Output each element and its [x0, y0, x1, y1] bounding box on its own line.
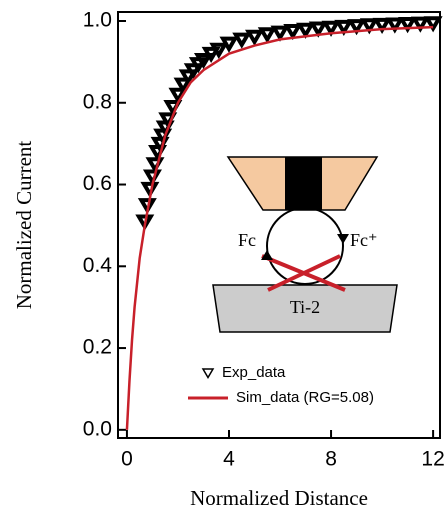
exp-marker — [308, 21, 328, 38]
arrow-head — [261, 250, 273, 260]
exp-marker — [209, 42, 229, 59]
exp-marker — [385, 17, 405, 34]
exp-marker — [137, 198, 157, 215]
x-tick-label: 4 — [223, 448, 235, 471]
inset-label: Fc⁺ — [350, 230, 378, 250]
exp-marker — [296, 22, 316, 39]
x-tick-label: 0 — [121, 448, 133, 471]
cycle — [266, 207, 344, 285]
y-axis-title: Normalized Current — [12, 141, 36, 310]
exp-marker — [347, 19, 367, 36]
exp-marker — [178, 69, 198, 86]
y-tick-label: 1.0 — [83, 9, 112, 32]
legend-label: Sim_data (RG=5.08) — [236, 389, 374, 406]
inset-label: Ti-2 — [290, 297, 320, 317]
exp-marker — [173, 77, 193, 94]
plot-frame — [117, 11, 441, 439]
exp-marker — [183, 63, 203, 80]
legend-label: Exp_data — [222, 364, 286, 381]
inset-label: Fc — [238, 230, 256, 250]
exp-marker — [398, 17, 418, 34]
y-tick-label: 0.4 — [83, 254, 113, 277]
exp-marker — [270, 25, 290, 42]
exp-marker — [257, 27, 277, 44]
cross — [267, 254, 341, 292]
x-axis-title: Normalized Distance — [190, 486, 368, 510]
exp-marker — [359, 18, 379, 35]
y-tick-label: 0.2 — [83, 336, 112, 359]
inset: Fc Fc⁺ Ti-2 — [212, 156, 398, 333]
exp-marker — [201, 46, 221, 64]
exp-marker — [232, 32, 252, 49]
exp-marker — [410, 16, 430, 33]
exp-marker — [321, 20, 341, 37]
y-tick-label: 0.6 — [83, 172, 112, 195]
electrode — [285, 157, 322, 210]
arrow-head — [337, 234, 349, 244]
exp-marker — [135, 214, 155, 231]
sim-line — [125, 25, 434, 430]
exp-marker — [219, 36, 239, 53]
exp-marker — [283, 24, 303, 41]
y-tick-label: 0.0 — [83, 417, 112, 440]
exp-marker — [334, 19, 354, 37]
legend-marker — [201, 368, 215, 379]
x-tick-label: 8 — [325, 448, 337, 471]
exp-marker — [245, 29, 265, 46]
exp-marker — [193, 53, 213, 70]
exp-marker — [372, 17, 392, 35]
x-tick-label: 12 — [421, 448, 444, 471]
exp-marker — [423, 16, 443, 33]
y-tick-label: 0.8 — [83, 90, 112, 113]
exp-marker — [168, 87, 188, 104]
